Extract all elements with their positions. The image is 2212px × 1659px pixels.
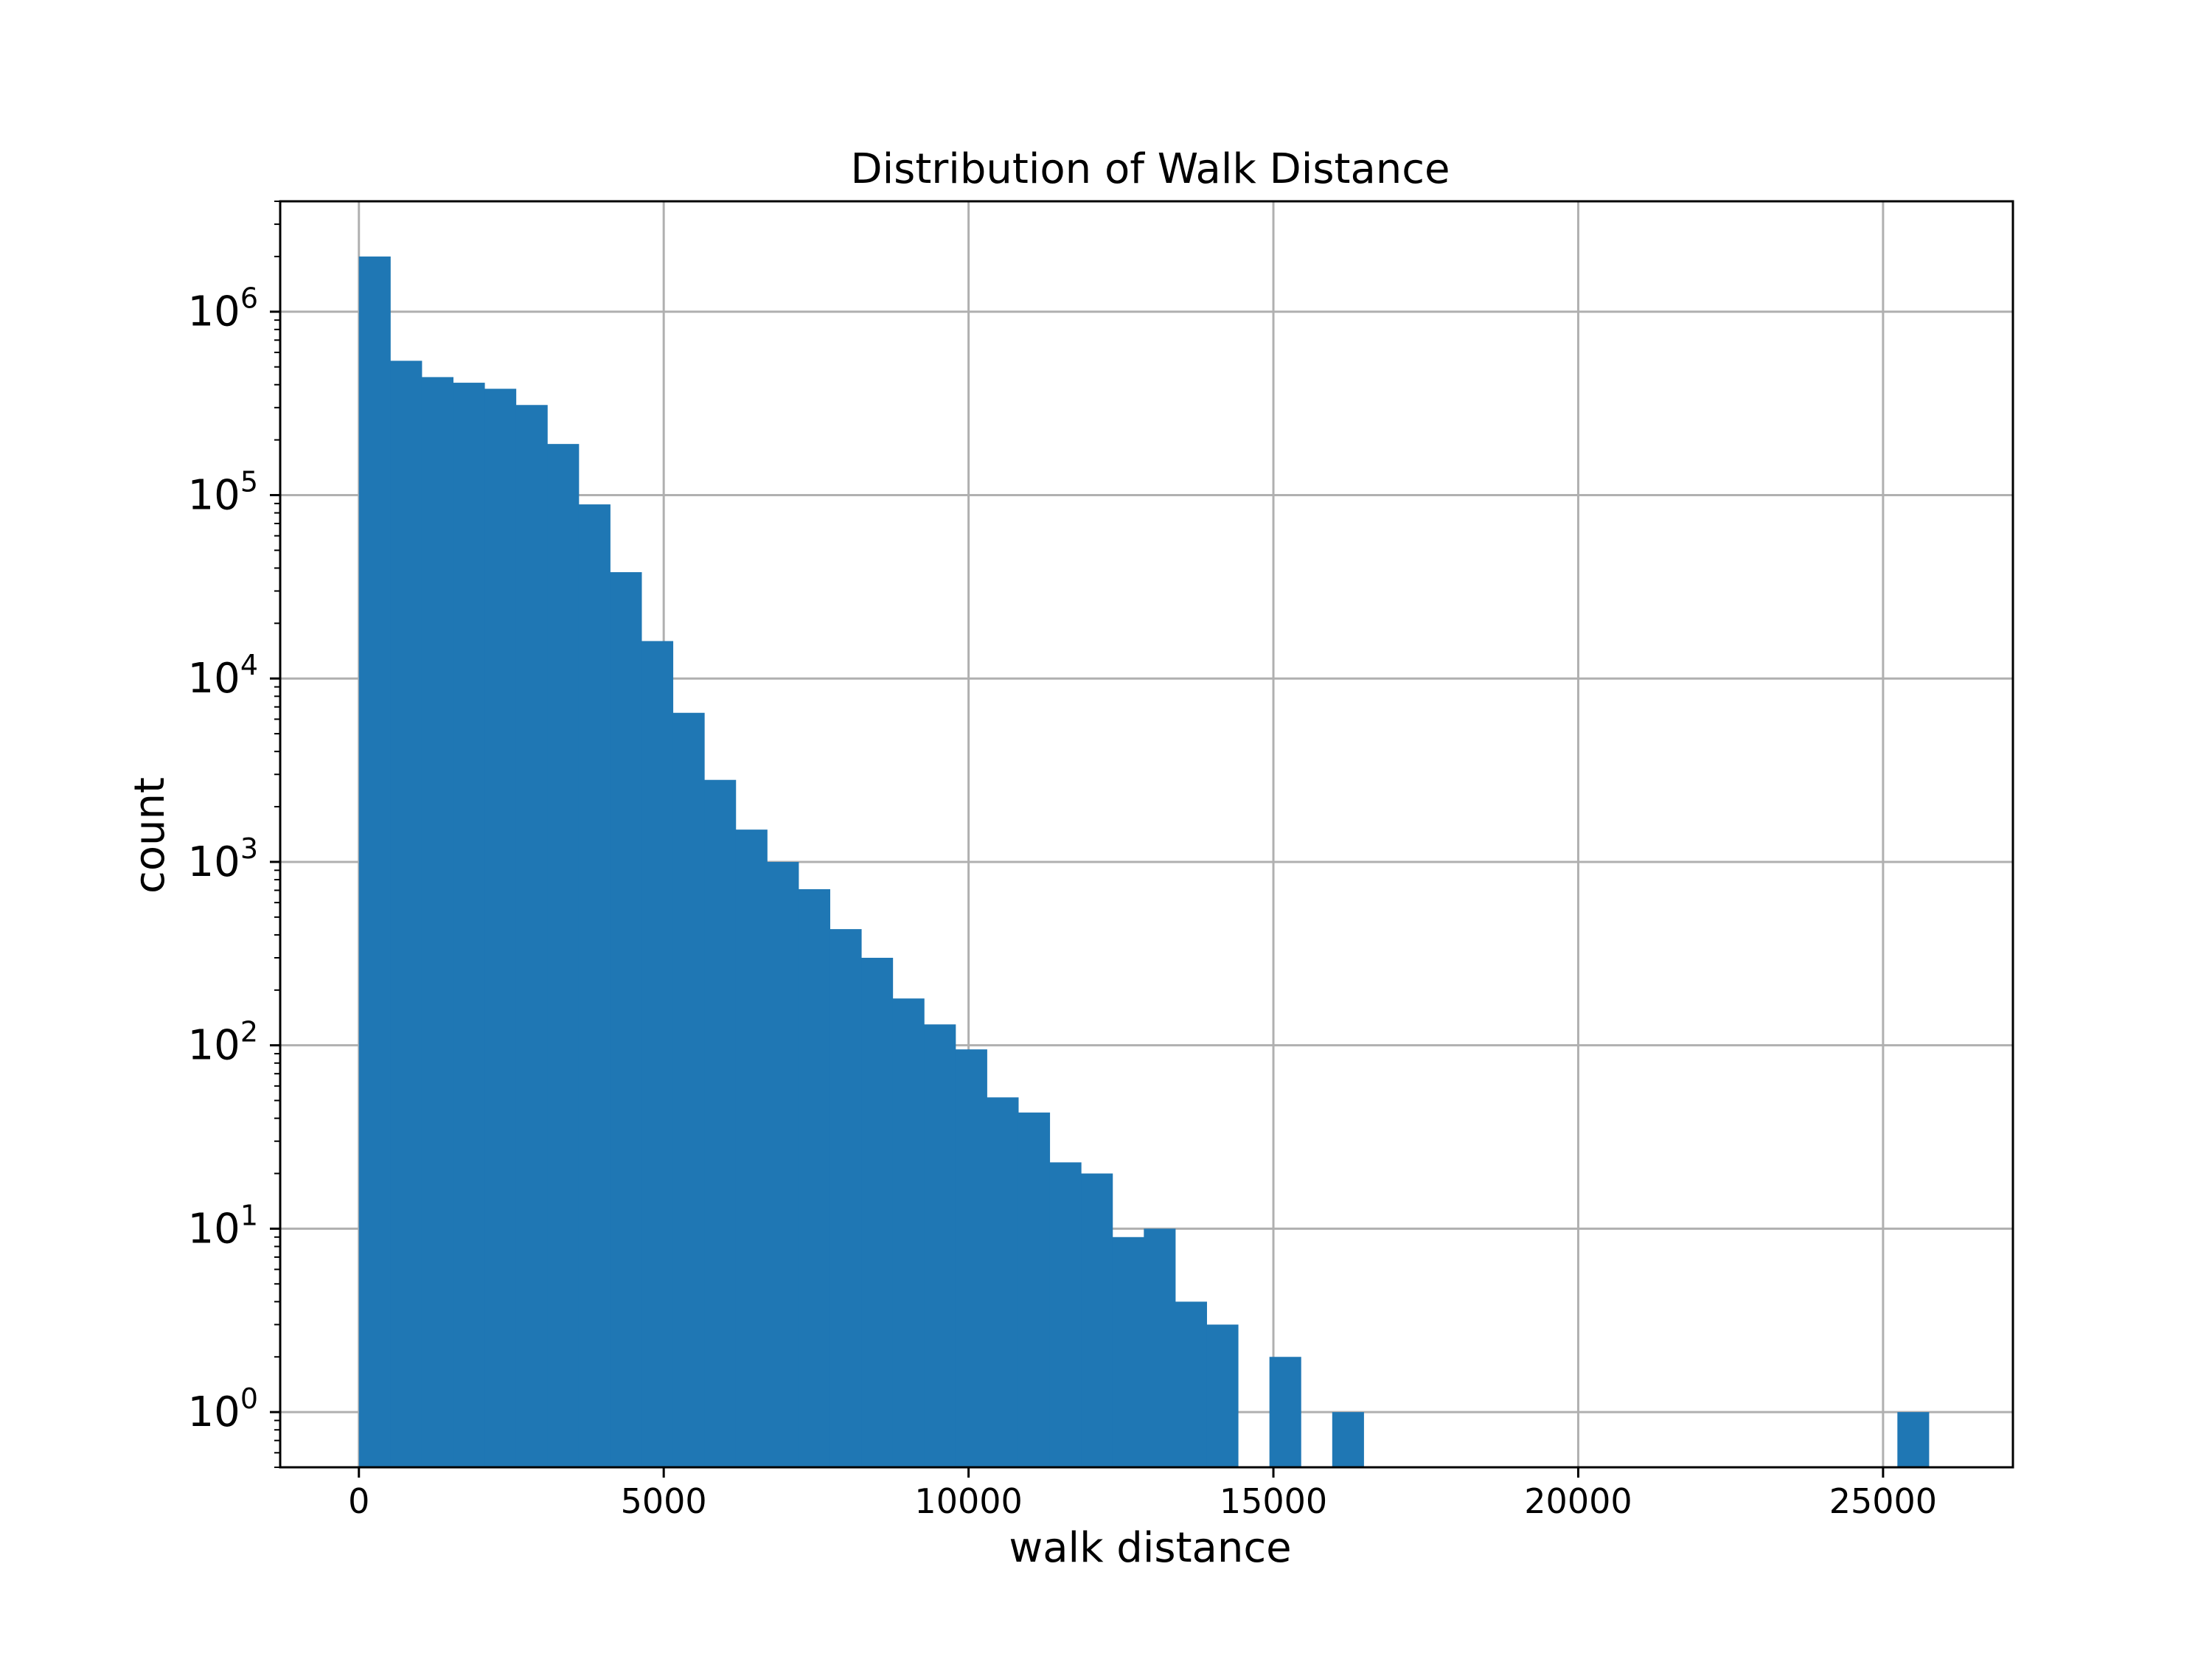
histogram-bar: [578, 504, 611, 1467]
histogram-bar: [1269, 1357, 1301, 1467]
histogram-bar: [987, 1097, 1019, 1467]
y-tick-label: 101: [188, 1199, 258, 1253]
histogram-bar: [1081, 1173, 1113, 1467]
histogram-bar: [484, 389, 517, 1467]
histogram-bars: [358, 256, 1930, 1468]
histogram-bar: [1049, 1162, 1082, 1467]
histogram-bar: [641, 641, 674, 1467]
y-tick-label: 106: [188, 282, 258, 336]
x-tick-label: 15000: [1220, 1481, 1327, 1521]
chart-title: Distribution of Walk Distance: [850, 145, 1450, 193]
histogram-bar: [767, 861, 799, 1467]
histogram-bar: [547, 444, 580, 1467]
x-axis-ticks: 0 5000 10000 15000 20000 25000: [348, 1467, 1937, 1521]
histogram-bar: [798, 888, 830, 1467]
histogram-bar: [672, 712, 705, 1467]
histogram-bar: [1018, 1112, 1051, 1467]
histogram-bar: [1332, 1412, 1364, 1467]
y-tick-label: 103: [188, 832, 258, 886]
y-tick-label: 105: [188, 465, 258, 519]
histogram-bar: [955, 1049, 987, 1467]
histogram-bar: [1112, 1237, 1144, 1467]
histogram-bar: [1206, 1324, 1239, 1467]
histogram-bar: [861, 957, 894, 1467]
histogram-bar: [735, 830, 768, 1467]
plot-frame: [279, 200, 2014, 1469]
y-axis-ticks: 100 101 102 103 104 105 106: [188, 201, 280, 1468]
x-tick-label: 10000: [914, 1481, 1022, 1521]
histogram-bar: [1144, 1228, 1176, 1467]
x-tick-label: 20000: [1524, 1481, 1632, 1521]
histogram-bar: [1175, 1301, 1207, 1467]
histogram-bar: [610, 571, 642, 1467]
y-tick-label: 100: [188, 1382, 258, 1436]
histogram-bar: [515, 405, 548, 1467]
histogram-bar: [390, 361, 422, 1467]
y-tick-label: 102: [188, 1016, 258, 1070]
x-tick-label: 5000: [621, 1481, 707, 1521]
y-axis-label: count: [126, 777, 174, 894]
x-tick-label: 25000: [1829, 1481, 1937, 1521]
x-axis-label: walk distance: [1009, 1524, 1291, 1572]
histogram-bar: [892, 998, 925, 1467]
histogram-bar: [453, 383, 485, 1468]
histogram-bar: [924, 1024, 956, 1467]
histogram-bar: [830, 929, 862, 1467]
histogram-bar: [421, 377, 453, 1468]
x-tick-label: 0: [348, 1481, 369, 1521]
histogram-bar: [704, 779, 737, 1467]
histogram-bar: [1897, 1412, 1930, 1467]
histogram-bar: [358, 256, 391, 1467]
y-tick-label: 104: [188, 649, 258, 703]
